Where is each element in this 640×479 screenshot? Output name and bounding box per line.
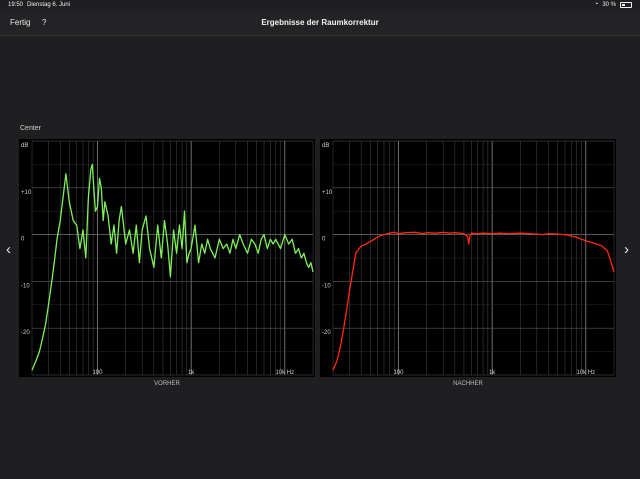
chart-after-svg: dB +10 0 -10 -20 100 1k 10k Hz [322, 140, 615, 376]
y-tick-label: +10 [21, 190, 32, 196]
x-tick-label: 1k [188, 370, 195, 376]
y-tick-label: 0 [322, 237, 326, 243]
next-arrow-icon[interactable]: › [624, 241, 629, 258]
status-right: ◔ 30 % [594, 1, 632, 8]
y-tick-label: dB [21, 143, 28, 149]
battery-level [622, 4, 625, 6]
chart-after-caption: NACHHER [453, 381, 483, 387]
x-tick-label: 10k Hz [576, 370, 595, 376]
x-tick-label: 100 [92, 370, 103, 376]
y-tick-label: dB [322, 143, 329, 149]
chart-before-caption: VORHER [154, 381, 180, 387]
done-button[interactable]: Fertig [10, 18, 31, 27]
status-bar: 19:50 Dienstag 6. Juni ◔ 30 % [0, 0, 640, 12]
status-time: 19:50 [8, 2, 24, 8]
x-tick-label: 10k Hz [275, 370, 294, 376]
x-tick-label: 1k [489, 370, 496, 376]
chart-before-svg: dB +10 0 -10 -20 100 1k 10k Hz [21, 140, 314, 376]
y-tick-label: -10 [322, 283, 331, 289]
y-tick-label: -20 [21, 330, 30, 336]
series-line [31, 163, 314, 371]
y-tick-label: -20 [322, 330, 331, 336]
y-tick-label: 0 [21, 237, 25, 243]
status-date: Dienstag 6. Juni [27, 2, 71, 8]
page-title: Ergebnisse der Raumkorrektur [261, 18, 379, 27]
x-tick-label: 100 [393, 370, 404, 376]
help-button[interactable]: ? [42, 18, 47, 27]
y-tick-label: -10 [21, 283, 30, 289]
previous-arrow-icon[interactable]: ‹ [6, 241, 11, 258]
y-tick-label: +10 [322, 190, 333, 196]
wifi-icon: ◔ [594, 1, 599, 8]
chart-before: dB +10 0 -10 -20 100 1k 10k Hz [19, 139, 315, 377]
channel-label: Center [20, 125, 42, 132]
battery-percent: 30 % [602, 2, 616, 8]
navigation-bar: Fertig ? Ergebnisse der Raumkorrektur [0, 12, 640, 36]
battery-icon [620, 2, 632, 8]
chart-after: dB +10 0 -10 -20 100 1k 10k Hz [320, 139, 616, 377]
series-line [332, 231, 615, 371]
